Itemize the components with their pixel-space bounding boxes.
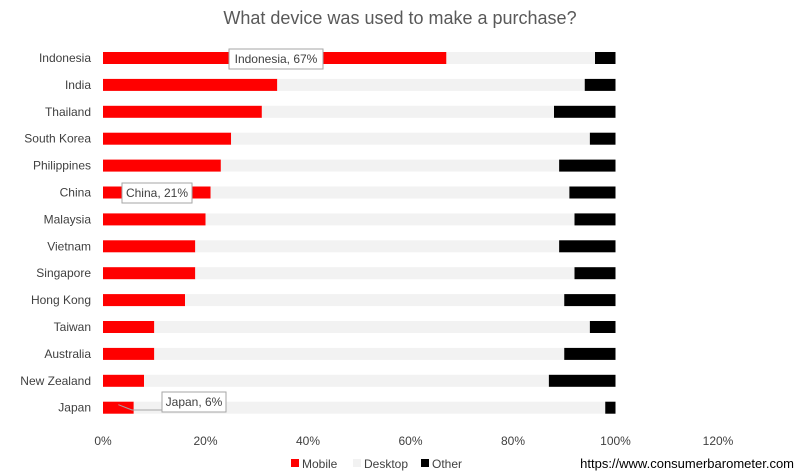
bar-other-hong-kong [564,294,616,307]
data-label-indonesia: Indonesia, 67% [235,52,318,66]
bar-mobile-new-zealand [103,374,144,387]
bar-desktop-vietnam [195,240,560,253]
bar-other-new-zealand [548,374,616,387]
legend-swatch-desktop [353,459,361,467]
legend-label-other: Other [432,457,462,471]
bar-mobile-philippines [103,159,221,172]
bar-desktop-new-zealand [144,374,549,387]
bar-desktop-australia [154,347,565,360]
source-url: https://www.consumerbarometer.com [580,456,794,471]
bar-desktop-south-korea [231,132,590,145]
bar-other-south-korea [589,132,616,145]
bar-mobile-singapore [103,267,196,280]
bar-desktop-indonesia [446,52,595,64]
bar-desktop-taiwan [154,321,590,333]
x-tick-label: 120% [703,434,734,448]
bar-mobile-vietnam [103,240,196,253]
bar-mobile-south-korea [103,132,232,145]
data-label-japan: Japan, 6% [166,395,223,409]
category-label-china: China [60,186,92,200]
bar-mobile-thailand [103,105,262,118]
callout-box-indonesia [228,48,324,70]
bar-mobile-malaysia [103,213,206,226]
legend-swatch-mobile [291,459,299,467]
bar-desktop-japan [133,401,606,414]
category-label-vietnam: Vietnam [47,239,91,253]
category-label-india: India [65,78,91,92]
category-label-taiwan: Taiwan [54,320,91,334]
bar-other-vietnam [559,240,616,253]
x-tick-label: 0% [94,434,112,448]
bar-mobile-japan [103,401,134,414]
bar-other-thailand [554,105,616,118]
bar-other-philippines [559,159,616,172]
category-label-malaysia: Malaysia [44,212,92,226]
bar-desktop-india [277,78,585,91]
category-label-thailand: Thailand [45,105,91,119]
category-label-philippines: Philippines [33,159,91,173]
category-label-australia: Australia [44,347,91,361]
category-label-indonesia: Indonesia [39,51,91,65]
bar-desktop-malaysia [205,213,575,226]
category-label-south-korea: South Korea [24,132,91,146]
bar-other-australia [564,347,616,360]
x-tick-label: 80% [501,434,525,448]
bar-mobile-india [103,78,278,91]
bar-other-china [569,186,616,199]
bar-other-singapore [574,267,616,280]
bar-desktop-philippines [220,159,560,172]
x-tick-label: 40% [296,434,320,448]
bar-desktop-thailand [261,105,554,118]
data-label-china: China, 21% [126,186,188,200]
bar-mobile-taiwan [103,321,155,333]
legend-swatch-other [421,459,429,467]
chart-title: What device was used to make a purchase? [223,8,576,28]
callout-leader-japan [118,404,162,411]
x-tick-label: 20% [193,434,217,448]
bar-mobile-australia [103,347,155,360]
category-label-singapore: Singapore [36,266,91,280]
bar-desktop-singapore [195,267,575,280]
x-tick-label: 60% [398,434,422,448]
legend-label-mobile: Mobile [302,457,338,471]
bar-desktop-china [210,186,570,199]
category-label-hong-kong: Hong Kong [31,293,91,307]
callout-box-china [121,182,193,204]
bar-other-malaysia [574,213,616,226]
bar-other-japan [605,401,616,414]
bar-other-indonesia [595,52,616,64]
bar-other-india [584,78,616,91]
x-tick-label: 100% [600,434,631,448]
category-label-japan: Japan [58,401,91,415]
bar-other-taiwan [589,321,616,333]
bar-mobile-hong-kong [103,294,185,307]
category-label-new-zealand: New Zealand [20,374,91,388]
bar-desktop-hong-kong [185,294,565,307]
callout-box-japan [161,391,227,413]
legend-label-desktop: Desktop [364,457,408,471]
